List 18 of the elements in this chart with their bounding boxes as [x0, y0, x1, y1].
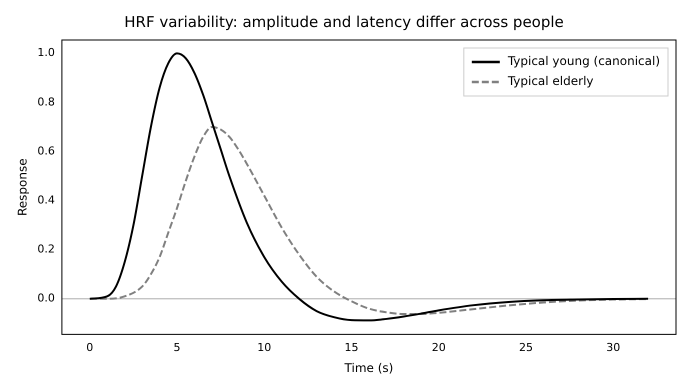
- y-tick-label: 0.4: [37, 193, 55, 206]
- y-tick-label: 1.0: [37, 46, 55, 60]
- legend-label: Typical elderly: [506, 74, 594, 88]
- y-axis-title: Response: [15, 158, 30, 216]
- y-tick-label: 0.6: [37, 144, 55, 158]
- y-tick-label: 0.2: [37, 242, 55, 256]
- x-axis-title: Time (s): [344, 360, 394, 375]
- chart-title: HRF variability: amplitude and latency differ across people: [124, 12, 564, 31]
- x-tick-label: 10: [257, 340, 272, 354]
- y-tick-label: 0.8: [37, 95, 55, 108]
- x-tick-label: 15: [344, 340, 358, 354]
- x-tick-label: 25: [518, 340, 533, 354]
- x-tick-label: 5: [174, 340, 181, 354]
- y-tick-label: 0.0: [37, 292, 55, 305]
- x-tick-label: 0: [86, 340, 94, 354]
- x-tick-label: 20: [432, 340, 446, 354]
- legend-label: Typical young (canonical): [506, 54, 660, 68]
- x-tick-label: 30: [606, 340, 620, 354]
